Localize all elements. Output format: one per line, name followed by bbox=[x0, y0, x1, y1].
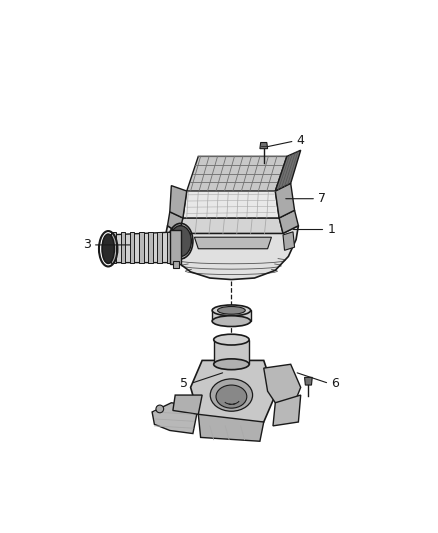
Polygon shape bbox=[170, 185, 187, 218]
Ellipse shape bbox=[170, 225, 191, 256]
Ellipse shape bbox=[218, 306, 245, 314]
Polygon shape bbox=[191, 360, 276, 430]
Polygon shape bbox=[164, 225, 298, 280]
Polygon shape bbox=[304, 377, 312, 385]
Polygon shape bbox=[139, 232, 144, 263]
Polygon shape bbox=[198, 414, 264, 441]
Polygon shape bbox=[187, 156, 287, 191]
Text: 5: 5 bbox=[180, 377, 188, 390]
Ellipse shape bbox=[212, 305, 251, 316]
Polygon shape bbox=[170, 230, 180, 264]
Polygon shape bbox=[173, 261, 179, 268]
Polygon shape bbox=[283, 232, 294, 251]
Ellipse shape bbox=[214, 334, 249, 345]
Ellipse shape bbox=[156, 405, 164, 413]
Ellipse shape bbox=[216, 385, 247, 408]
Polygon shape bbox=[214, 340, 249, 364]
Polygon shape bbox=[108, 232, 180, 263]
Polygon shape bbox=[167, 212, 183, 233]
Polygon shape bbox=[194, 237, 272, 249]
Text: 6: 6 bbox=[332, 377, 339, 390]
Polygon shape bbox=[167, 232, 171, 263]
Polygon shape bbox=[158, 232, 162, 263]
Polygon shape bbox=[152, 403, 198, 433]
Polygon shape bbox=[120, 232, 125, 263]
Polygon shape bbox=[111, 232, 116, 263]
Polygon shape bbox=[260, 142, 268, 149]
Text: 3: 3 bbox=[83, 238, 91, 252]
Polygon shape bbox=[279, 210, 298, 233]
Polygon shape bbox=[264, 364, 301, 407]
Ellipse shape bbox=[210, 379, 253, 411]
Ellipse shape bbox=[212, 316, 251, 327]
Polygon shape bbox=[276, 183, 294, 218]
Ellipse shape bbox=[214, 359, 249, 370]
Polygon shape bbox=[183, 191, 279, 218]
Ellipse shape bbox=[102, 234, 114, 263]
Polygon shape bbox=[179, 218, 283, 233]
Polygon shape bbox=[212, 310, 251, 321]
Polygon shape bbox=[173, 395, 202, 414]
Text: 7: 7 bbox=[318, 192, 326, 205]
Text: 4: 4 bbox=[297, 134, 305, 148]
Text: 1: 1 bbox=[328, 223, 336, 236]
Polygon shape bbox=[273, 395, 301, 426]
Polygon shape bbox=[148, 232, 153, 263]
Polygon shape bbox=[130, 232, 134, 263]
Polygon shape bbox=[276, 150, 301, 191]
